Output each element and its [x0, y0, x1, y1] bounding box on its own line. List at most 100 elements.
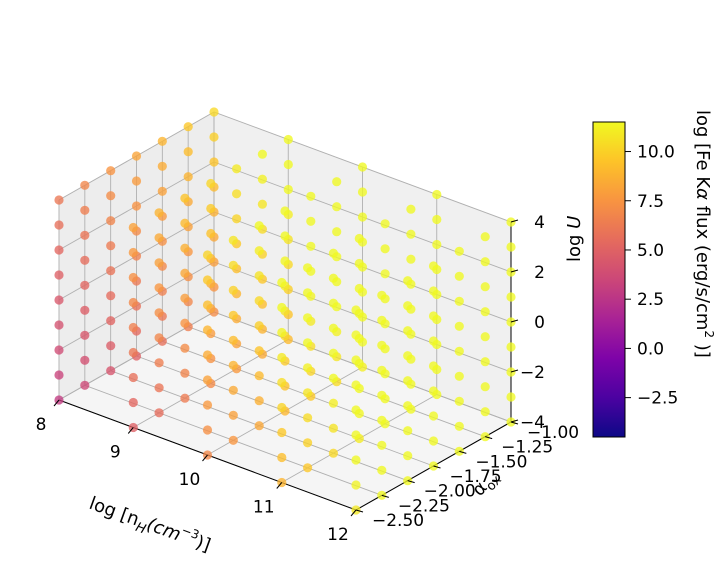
scatter-point [254, 296, 264, 306]
scatter-point [202, 400, 213, 410]
z-tick-mark [510, 419, 519, 423]
scatter-point [428, 361, 439, 371]
scatter-point [80, 305, 90, 315]
scatter-point [328, 298, 338, 308]
scatter-point [180, 318, 190, 328]
scatter-point [80, 180, 90, 190]
scatter-point [128, 347, 138, 358]
scatter-point [303, 288, 313, 298]
scatter-point [202, 275, 213, 285]
scatter-point [303, 463, 313, 473]
scatter-point [180, 343, 190, 353]
scatter-point [183, 172, 193, 182]
scatter-point [202, 425, 213, 435]
scatter-point [328, 348, 338, 358]
scatter-point [54, 220, 64, 230]
y-tick-mark [510, 421, 519, 425]
scatter-point [280, 206, 290, 216]
scatter-point [328, 248, 338, 258]
scatter-point [180, 368, 190, 378]
scatter-point [403, 301, 413, 311]
scatter-point [128, 372, 138, 383]
scatter-point [428, 411, 439, 421]
colorbar-tick-label: 5.0 [637, 241, 664, 261]
colorbar-tick-label: 2.5 [637, 290, 664, 310]
scatter-point [180, 268, 190, 278]
scatter-point [80, 330, 90, 340]
scatter-point [454, 346, 464, 356]
scatter-point [228, 360, 238, 370]
scatter-point [351, 480, 361, 490]
y-tick-mark [355, 509, 364, 513]
colorbar-label: log [Fe Kα flux (erg/s/cm2 )] [692, 110, 716, 358]
scatter-point [480, 282, 490, 292]
x-tick-mark [276, 482, 283, 489]
scatter-point [357, 162, 368, 172]
scatter-point [328, 273, 338, 283]
scatter-point [180, 193, 190, 203]
scatter-point [480, 332, 490, 342]
scatter-point [351, 330, 361, 340]
scatter-point [54, 245, 64, 255]
scatter-point [328, 448, 338, 458]
scatter-point [480, 232, 490, 242]
scatter-point [283, 159, 293, 170]
scatter-point [354, 233, 364, 244]
scatter-point [480, 257, 490, 267]
colorbar: −2.5 0.0 2.5 5.0 7.5 10.0 log [Fe Kα flux (er… [592, 110, 716, 438]
scatter-point [428, 336, 439, 346]
scatter-point [357, 187, 368, 197]
scatter-point [454, 296, 464, 306]
scatter-point [254, 346, 264, 356]
scatter-point [328, 423, 338, 433]
scatter-point [106, 316, 116, 326]
scatter-point [180, 293, 190, 303]
scatter-point [80, 230, 90, 240]
scatter-point [206, 178, 216, 189]
scatter-point [228, 410, 238, 420]
scatter-point [328, 398, 338, 408]
y-tick-label: −2.00 [424, 482, 476, 502]
scatter-point [380, 244, 390, 254]
scatter-point [351, 305, 361, 315]
scatter-point [254, 371, 264, 381]
scatter-point [128, 322, 138, 333]
scatter-point [277, 452, 287, 463]
scatter-point [228, 335, 238, 345]
y-tick-label: −1.25 [501, 438, 553, 458]
scatter-point [228, 310, 238, 320]
colorbar-tick-label: 10.0 [637, 143, 675, 163]
scatter-point [128, 247, 138, 258]
scatter-point [106, 191, 116, 201]
scatter-point [106, 216, 116, 226]
scatter-point [209, 132, 219, 142]
scatter-point [351, 430, 361, 440]
scatter-point [303, 438, 313, 448]
y-tick-label: −1.75 [450, 467, 502, 487]
x-tick-mark [53, 399, 60, 407]
scatter-point [257, 199, 267, 209]
scatter-point [328, 373, 338, 383]
y-tick-mark [433, 465, 441, 469]
y-axis-ticks: −2.50−2.25−2.00−1.75−1.50−1.25−1.00 [355, 421, 579, 531]
scatter-point [428, 311, 439, 321]
scatter-point [428, 286, 439, 296]
scatter-point [303, 313, 313, 323]
scatter-point [377, 290, 387, 300]
scatter-point [480, 307, 490, 317]
scatter-point [428, 261, 439, 271]
z-axis-ticks: −4 −2 0 2 4 [510, 213, 545, 433]
scatter-point [277, 402, 287, 413]
scatter-point [351, 380, 361, 390]
scatter-point [232, 214, 242, 224]
scatter-point [54, 345, 64, 355]
scatter-point [403, 351, 413, 361]
scatter-point [432, 189, 442, 200]
scatter-point [277, 327, 287, 338]
scatter-point [351, 355, 361, 365]
scatter-point [480, 382, 490, 392]
scatter-point [283, 134, 293, 145]
z-tick-mark [510, 319, 519, 323]
scatter-point [54, 320, 64, 330]
scatter-point [257, 149, 267, 159]
